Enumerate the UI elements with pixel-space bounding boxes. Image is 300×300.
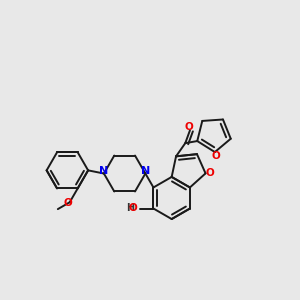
Text: O: O [185, 122, 194, 132]
Text: N: N [141, 166, 150, 176]
Text: O: O [129, 203, 138, 213]
Text: O: O [64, 198, 73, 208]
Text: N: N [99, 166, 108, 176]
Text: O: O [211, 152, 220, 161]
Text: O: O [205, 168, 214, 178]
Text: H: H [126, 203, 134, 213]
